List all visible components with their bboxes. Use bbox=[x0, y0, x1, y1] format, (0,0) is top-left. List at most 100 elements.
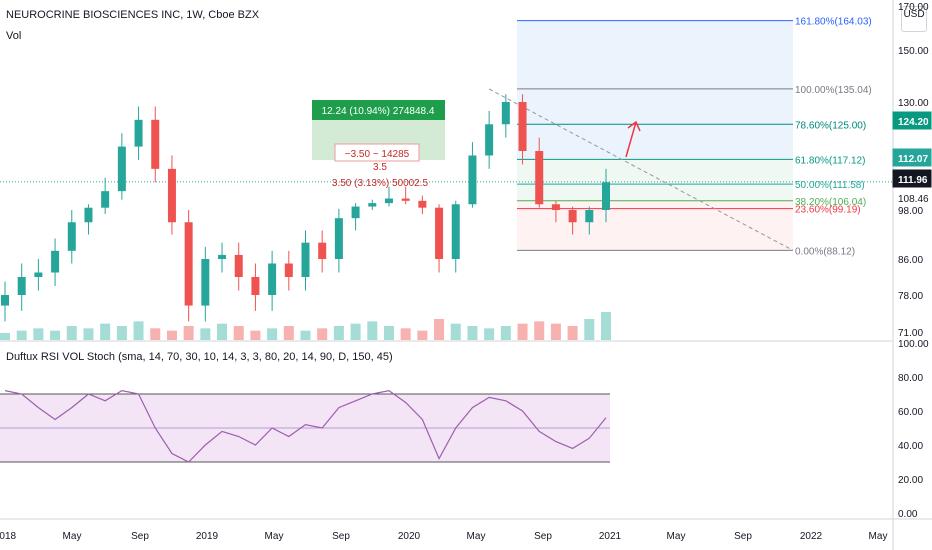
volume-bar bbox=[33, 328, 44, 340]
measure-label: −3.50 ~ 14285 bbox=[345, 149, 410, 160]
measure-box bbox=[312, 100, 445, 120]
price-axis-tick: 86.00 bbox=[898, 255, 923, 266]
measure-box-2 bbox=[334, 143, 420, 162]
time-axis-label: May bbox=[63, 531, 82, 542]
oscillator-series-line bbox=[4, 389, 607, 463]
volume-bar bbox=[16, 330, 27, 340]
volume-bar bbox=[267, 328, 278, 340]
price-axis-tick: 108.46 bbox=[898, 194, 929, 205]
fib-level-label: 61.80%(117.12) bbox=[795, 155, 865, 166]
fib-level-label: 161.80%(164.03) bbox=[795, 17, 872, 28]
fib-zone bbox=[517, 20, 793, 89]
price-axis-tick: 170.00 bbox=[898, 2, 929, 13]
time-axis-label: Sep bbox=[332, 531, 350, 542]
candle-body bbox=[602, 182, 610, 210]
volume-bar bbox=[100, 323, 111, 340]
volume-bar bbox=[250, 330, 261, 340]
candle-body bbox=[284, 263, 293, 277]
measure-label: 12.24 (10.94%) 274848.4 bbox=[322, 106, 435, 117]
volume-bar bbox=[166, 330, 177, 340]
candle-body bbox=[368, 203, 377, 207]
candle-body bbox=[101, 191, 110, 208]
time-axis-label: 2021 bbox=[599, 531, 622, 542]
volume-bar bbox=[400, 328, 411, 340]
oscillator-axis-tick: 100.00 bbox=[898, 339, 929, 350]
candle-body bbox=[234, 254, 243, 277]
oscillator-axis-tick: 0.00 bbox=[898, 509, 918, 520]
candle-body bbox=[418, 200, 427, 208]
candle-body bbox=[251, 277, 260, 295]
price-label-bg bbox=[892, 111, 932, 130]
volume-bar bbox=[550, 323, 561, 340]
volume-bar bbox=[233, 326, 244, 340]
volume-bar bbox=[333, 326, 344, 340]
candle-body bbox=[318, 242, 327, 259]
volume-bar bbox=[567, 326, 578, 340]
price-label-bg bbox=[892, 169, 932, 188]
candle-body bbox=[451, 204, 460, 259]
volume-bar bbox=[450, 323, 461, 340]
candle-body bbox=[468, 155, 477, 205]
oscillator-label: Duftux RSI VOL Stoch (sma, 14, 70, 30, 1… bbox=[6, 351, 393, 363]
time-axis-label: Sep bbox=[534, 531, 552, 542]
time-axis-label: Sep bbox=[131, 531, 149, 542]
volume-bar bbox=[367, 321, 378, 340]
candle-body bbox=[134, 119, 143, 147]
projection-arrow bbox=[625, 121, 637, 158]
candle-body bbox=[117, 146, 126, 192]
measure-label: 3.5 bbox=[373, 162, 387, 173]
time-axis-label: Sep bbox=[734, 531, 752, 542]
volume-bar bbox=[517, 323, 528, 340]
time-axis-label: 2018 bbox=[0, 531, 17, 542]
price-label-bg bbox=[892, 148, 932, 167]
price-label: 124.20 bbox=[898, 117, 929, 128]
price-axis-tick: 130.00 bbox=[898, 98, 929, 109]
candle-body bbox=[568, 210, 577, 223]
fib-zone bbox=[517, 184, 793, 201]
candle-body bbox=[34, 272, 43, 277]
volume-bar bbox=[200, 328, 211, 340]
volume-bar bbox=[83, 328, 94, 340]
time-axis-label: May bbox=[869, 531, 888, 542]
measure-label: 3.50 (3.13%) 50002.5 bbox=[332, 178, 429, 189]
chart-title: NEUROCRINE BIOSCIENCES INC, 1W, Cboe BZX bbox=[6, 9, 260, 21]
volume-bar bbox=[534, 321, 545, 340]
fib-zone bbox=[517, 159, 793, 185]
candle-body bbox=[201, 259, 210, 306]
oscillator-axis-tick: 80.00 bbox=[898, 373, 923, 384]
volume-bar bbox=[150, 328, 161, 340]
volume-bar bbox=[66, 326, 77, 340]
candle-body bbox=[351, 206, 360, 219]
time-axis-label: 2020 bbox=[398, 531, 421, 542]
volume-bar bbox=[601, 312, 611, 340]
fib-level-label: 100.00%(135.04) bbox=[795, 85, 872, 96]
fib-zone bbox=[517, 208, 793, 251]
volume-bar bbox=[317, 328, 328, 340]
candle-body bbox=[218, 254, 227, 259]
candle-body bbox=[518, 102, 527, 152]
volume-label: Vol bbox=[6, 30, 22, 42]
candle-body bbox=[184, 222, 193, 306]
candle-body bbox=[151, 119, 160, 169]
volume-bar bbox=[417, 330, 428, 340]
candle-body bbox=[84, 207, 93, 223]
fib-level-label: 50.00%(111.58) bbox=[795, 180, 865, 191]
candle-body bbox=[301, 242, 310, 277]
candle-body bbox=[334, 218, 343, 259]
oscillator-axis-tick: 40.00 bbox=[898, 441, 923, 452]
fib-level-label: 0.00%(88.12) bbox=[795, 246, 855, 257]
price-axis-tick: 98.00 bbox=[898, 206, 923, 217]
price-label: 111.96 bbox=[898, 175, 928, 186]
volume-bar bbox=[50, 330, 61, 340]
trend-line bbox=[488, 88, 794, 251]
volume-bar bbox=[116, 326, 127, 340]
time-axis-label: May bbox=[667, 531, 686, 542]
currency-badge[interactable]: USD bbox=[901, 6, 927, 32]
candle-body bbox=[435, 207, 444, 259]
volume-bar bbox=[383, 326, 394, 340]
candle-body bbox=[551, 204, 560, 210]
price-axis-tick: 150.00 bbox=[898, 46, 929, 57]
candle-body bbox=[501, 102, 510, 125]
candle-body bbox=[585, 210, 594, 223]
